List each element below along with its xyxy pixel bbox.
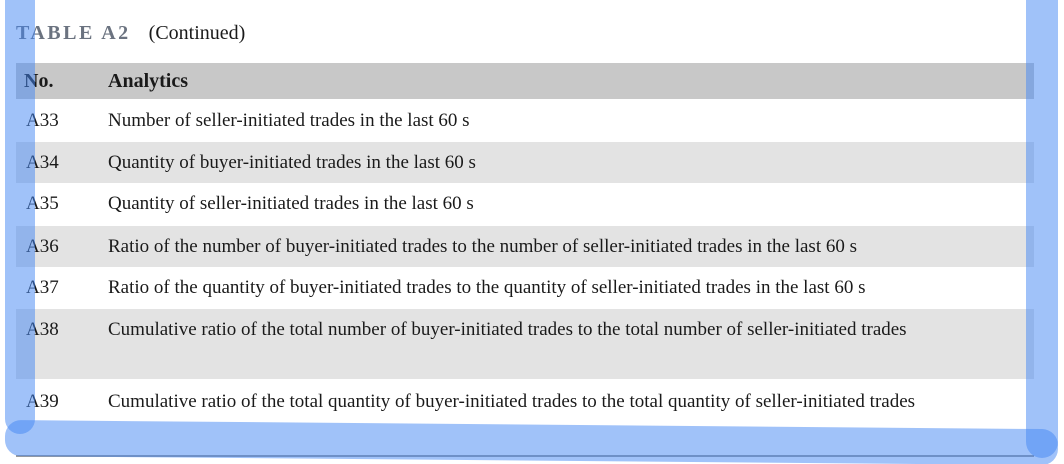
table-row: A37 Ratio of the quantity of buyer-initi…: [16, 267, 1034, 309]
row-analytics: Ratio of the quantity of buyer-initiated…: [108, 277, 866, 298]
row-analytics: Cumulative ratio of the total number of …: [108, 319, 907, 340]
table-caption: TABLE A2 (Continued): [16, 20, 245, 46]
highlight-overlay-right: [1026, 0, 1058, 458]
table-row: A36 Ratio of the number of buyer-initiat…: [16, 226, 1034, 267]
row-analytics: Quantity of buyer-initiated trades in th…: [108, 152, 476, 173]
table-label: TABLE A2: [16, 22, 131, 44]
table-row: A38 Cumulative ratio of the total number…: [16, 309, 1034, 379]
highlight-overlay-left: [5, 0, 35, 434]
analytics-table: No. Analytics A33 Number of seller-initi…: [16, 63, 1034, 451]
row-analytics: Number of seller-initiated trades in the…: [108, 110, 470, 131]
row-analytics: Ratio of the number of buyer-initiated t…: [108, 236, 857, 257]
table-row: A33 Number of seller-initiated trades in…: [16, 99, 1034, 142]
row-analytics: Cumulative ratio of the total quantity o…: [108, 391, 916, 412]
table-row: A34 Quantity of buyer-initiated trades i…: [16, 142, 1034, 183]
continued-label: (Continued): [148, 22, 246, 44]
header-analytics: Analytics: [108, 70, 188, 92]
table-row: A35 Quantity of seller-initiated trades …: [16, 183, 1034, 226]
table-header-row: No. Analytics: [16, 63, 1034, 99]
row-analytics: Quantity of seller-initiated trades in t…: [108, 193, 474, 214]
